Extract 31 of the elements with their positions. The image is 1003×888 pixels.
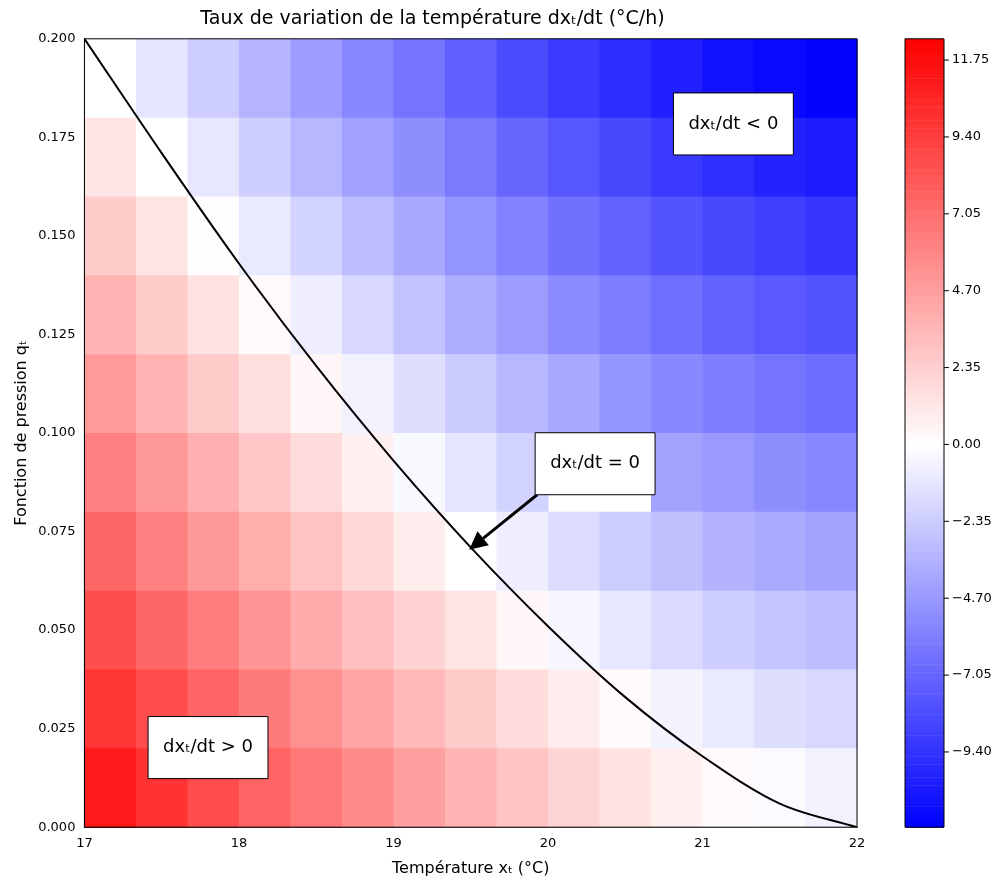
- y-tick-label: 0.075: [38, 522, 76, 538]
- x-tick-label: 20: [539, 835, 557, 851]
- color-bar-label: 11.75: [952, 51, 990, 67]
- chart-title: Taux de variation de la température dxₜ/dt (°C/h): [199, 6, 665, 29]
- color-bar-label: 7.05: [952, 205, 981, 221]
- color-bar-label: 4.70: [952, 282, 981, 298]
- annotation: dxₜ/dt = 0: [550, 451, 641, 473]
- x-tick-label: 17: [76, 835, 93, 851]
- y-axis-title: Fonction de pression qₜ: [10, 340, 30, 526]
- color-bar-label: 2.35: [952, 358, 981, 374]
- annotation: dxₜ/dt > 0: [163, 735, 253, 757]
- x-tick-label: 21: [694, 835, 711, 851]
- x-tick-label: 22: [848, 835, 866, 851]
- color-bar-label: 0.00: [952, 435, 981, 451]
- y-tick-label: 0.125: [38, 325, 76, 341]
- color-bar-label: 9.40: [952, 128, 981, 144]
- y-tick-label: 0.000: [38, 818, 76, 834]
- y-tick-label: 0.050: [38, 621, 76, 637]
- x-tick-label: 18: [230, 835, 248, 851]
- y-tick-label: 0.175: [38, 128, 76, 144]
- color-bar-label: −2.35: [952, 512, 992, 528]
- color-bar-label: −4.70: [952, 589, 992, 605]
- x-tick-label: 19: [385, 835, 402, 851]
- color-bar-label: −7.05: [952, 666, 992, 682]
- color-bar-label: −9.40: [952, 743, 992, 759]
- annotation: dxₜ/dt < 0: [688, 111, 779, 133]
- y-tick-label: 0.200: [38, 30, 76, 46]
- x-axis-title: Température xₜ (°C): [391, 857, 550, 877]
- y-tick-label: 0.150: [38, 227, 76, 243]
- y-tick-label: 0.025: [38, 720, 76, 736]
- y-tick-label: 0.100: [38, 424, 76, 440]
